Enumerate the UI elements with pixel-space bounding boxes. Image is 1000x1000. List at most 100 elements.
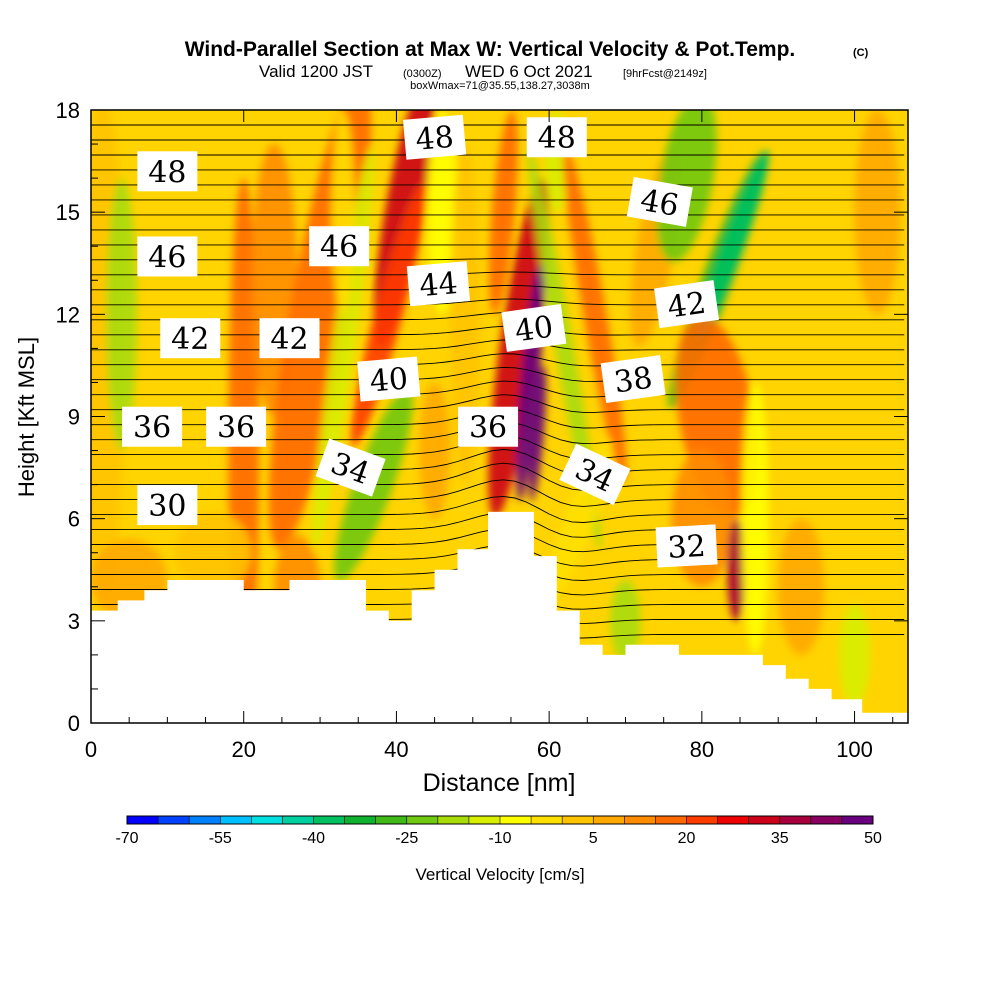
velocity-region [419,382,450,519]
velocity-region [671,450,733,587]
velocity-region [839,603,870,706]
isentrope-line [91,285,905,291]
contour-label-text: 46 [320,230,358,265]
colorbar-tick-label: 50 [864,830,882,847]
isentrope-line [91,366,905,382]
contour-label-box [626,177,693,227]
isentrope-line [91,312,905,321]
colorbar-tick-label: -10 [488,830,511,847]
contour-label-text: 30 [148,489,186,524]
y-axis-label: Height [Kft MSL] [14,337,39,497]
contour-label: 44 [406,261,471,307]
contour-label-text: 48 [148,155,186,190]
velocity-region [741,382,770,655]
contour-label-text: 46 [148,240,186,275]
contour-label-box [259,318,320,359]
contour-label-text: 48 [414,120,455,158]
colorbar-swatch [593,816,625,824]
colorbar-tick-label: -40 [302,830,325,847]
contour-label-text: 46 [638,183,682,224]
colorbar-tick-label: 20 [678,830,696,847]
subtitle-date: WED 6 Oct 2021 [465,62,593,81]
y-tick-label: 12 [56,302,80,327]
velocity-region [529,365,547,502]
subtitle-valid: Valid 1200 JST [259,62,373,81]
contour-label-text: 42 [665,286,708,326]
isentrope-line [91,298,905,306]
contour-label-box [501,303,567,352]
colorbar-swatch [841,816,874,824]
y-tick-label: 18 [56,98,80,123]
contour-label-text: 44 [418,266,459,304]
colorbar-swatch [251,816,283,824]
contour-label: 30 [137,485,198,526]
x-tick-label: 60 [537,737,561,762]
contour-label-box [137,236,198,277]
colorbar-swatch [655,816,687,824]
colorbar-swatch [127,816,159,824]
contour-label: 40 [501,303,567,352]
contour-label-text: 36 [133,411,171,446]
contour-label-text: 40 [368,361,409,399]
velocity-region [488,110,518,314]
colorbar-swatch [406,816,439,824]
contour-label-box [137,151,198,192]
colorbar-swatch [344,816,377,824]
contour-label-box [160,318,221,359]
colorbar-swatch [220,816,252,824]
contour-label: 48 [137,151,198,192]
contour-label: 48 [526,117,587,158]
colorbar-label: Vertical Velocity [cm/s] [415,865,584,884]
contour-label-box [654,280,720,329]
contour-label: 40 [357,356,421,402]
contour-label-text: 48 [538,121,576,156]
velocity-region [331,110,355,315]
subtitle-zulu: (0300Z) [403,68,442,80]
isentrope-line [91,325,905,336]
isentrope-line [91,449,905,476]
velocity-region [778,518,825,655]
x-tick-label: 20 [231,737,255,762]
x-tick-label: 40 [384,737,408,762]
contour-label-text: 36 [217,411,255,446]
velocity-region [174,511,252,594]
x-axis-label: Distance [nm] [423,769,576,797]
isentrope-line [91,271,905,276]
contour-label: 32 [655,524,718,568]
y-tick-label: 15 [56,200,80,225]
terrain-mask [91,511,908,723]
colorbar-tick-label: 5 [589,830,598,847]
colorbar-tick-label: -25 [395,830,418,847]
isentrope-line [91,479,905,507]
chart-subtitle-2: boxWmax=71@35.55,138.27,3038m [410,80,590,92]
colorbar-swatch [189,816,221,824]
colorbar-tick-label: -70 [115,830,138,847]
colorbar-swatch [437,816,470,824]
contour-label: 42 [160,318,221,359]
contour-label-box [526,117,587,158]
colorbar-swatch [375,816,408,824]
colorbar-tick-label: 35 [771,830,789,847]
velocity-region [106,178,137,451]
colorbar-swatch [313,816,346,824]
contour-label-box [655,524,718,568]
colorbar-tick-label: -55 [209,830,232,847]
colorbar-swatch [717,816,750,824]
contour-label-text: 38 [612,361,655,401]
contour-label: 38 [600,355,666,404]
colorbar-swatch [531,816,563,824]
x-tick-label: 0 [85,737,97,762]
y-tick-label: 9 [68,405,80,430]
contour-label: 36 [458,406,519,447]
contour-label-box [406,261,471,307]
y-tick-label: 0 [68,711,80,736]
title-mark: (C) [853,47,869,59]
chart-title: Wind-Parallel Section at Max W: Vertical… [185,38,796,61]
colorbar-swatch [748,816,781,824]
contour-label: 46 [626,177,693,227]
colorbar-swatch [810,816,843,824]
contour-label-text: 40 [513,309,556,349]
